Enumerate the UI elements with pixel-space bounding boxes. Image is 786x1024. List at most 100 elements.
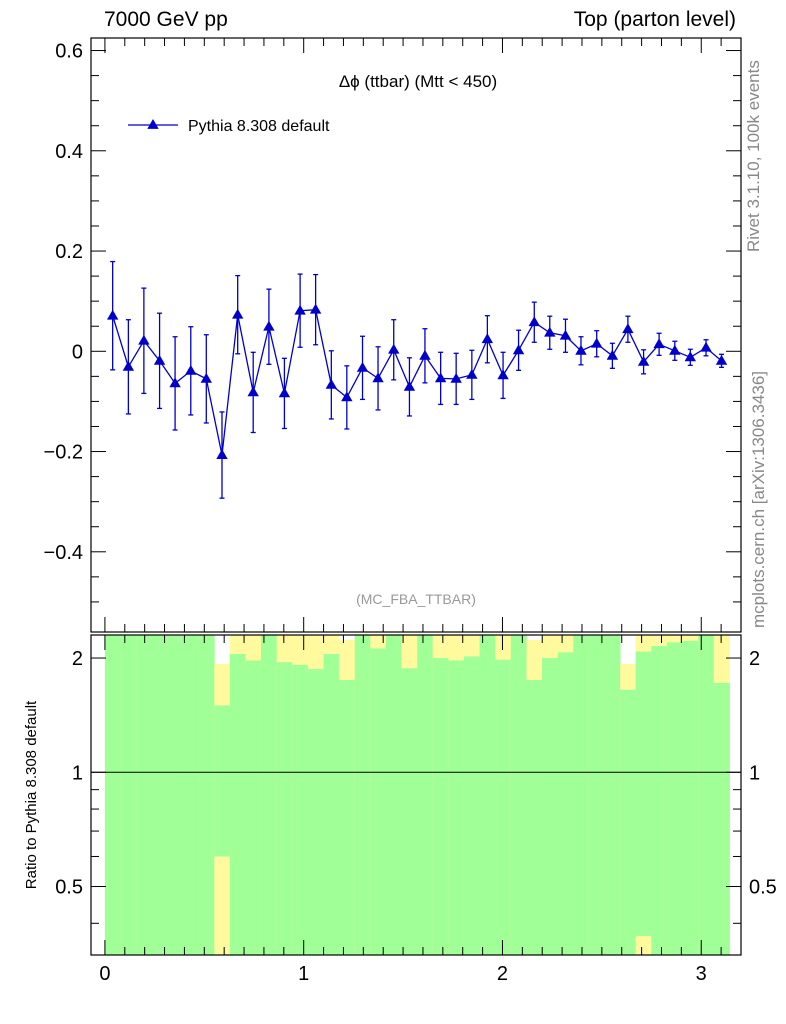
y-tick-label: 0.4 [55,141,83,163]
ratio-band-inner-bin [307,669,324,955]
x-tick-label: 0 [99,963,110,985]
data-point [185,364,197,375]
data-point [544,326,556,337]
ratio-band-inner-bin [354,635,371,955]
ratio-y-axis-label: Ratio to Pythia 8.308 default [23,700,40,889]
data-point [388,343,400,354]
data-point [528,316,540,327]
ratio-band-inner-bin [260,635,278,955]
ratio-band-inner-bin [620,689,637,955]
ratio-band-inner-bin [120,635,137,955]
ratio-band-inner-bin [448,660,465,955]
x-tick-label: 3 [696,963,707,985]
ratio-band-inner-bin [136,635,153,955]
data-point [231,308,244,319]
ratio-band-inner-bin [463,656,481,955]
ratio-band-inner-bin [682,640,699,955]
ratio-band-inner-bin [198,635,215,955]
ratio-band-inner-bin [401,668,418,955]
y-tick-label: 0.2 [55,241,83,263]
ratio-band-inner-bin [229,653,246,955]
ratio-band-inner-bin [713,682,730,955]
ratio-band-inner-bin [276,662,293,955]
ratio-band-inner-bin [104,635,122,955]
data-point [715,354,728,365]
data-point [169,377,181,388]
data-point [669,344,681,355]
y-tick-label: 0 [72,341,83,363]
ratio-band-inner-bin [557,652,574,955]
data-point [497,369,509,380]
ratio-band-inner-bin [573,635,590,955]
data-point [200,372,212,383]
ratio-band-inner-bin [666,642,683,955]
ratio-band-inner-bin [432,658,449,955]
data-point [138,334,150,345]
ratio-band-inner-bin [479,635,496,955]
data-point [466,368,478,379]
data-point [684,351,697,362]
ratio-band-inner-bin [417,635,434,955]
data-point [622,323,634,334]
plot-title: Δϕ (ttbar) (Mtt < 450) [339,72,497,91]
data-point [575,344,587,355]
ratio-band-inner-bin [510,635,527,955]
ratio-band-inner-bin [651,646,668,955]
data-point [356,361,369,372]
data-point [700,341,712,352]
ratio-band-inner-bin [167,635,184,955]
header-right: Top (parton level) [573,8,736,31]
data-point [434,372,447,383]
data-point [278,387,291,398]
legend-label: Pythia 8.308 default [188,118,330,135]
data-point [341,391,353,402]
ratio-band-inner-bin [698,635,715,955]
ratio-band-inner-bin [495,659,512,955]
header-left: 7000 GeV pp [104,8,228,31]
ratio-y-tick-label-right: 2 [749,648,760,670]
legend-marker [147,119,159,129]
ratio-y-tick-label-right: 0.5 [749,877,777,899]
data-point [153,354,166,365]
data-point [653,338,665,349]
ratio-band-inner-bin [245,660,262,955]
ratio-band-inner-bin [323,653,340,955]
ratio-band-inner-bin [604,635,621,955]
ratio-band-inner-bin [385,635,402,955]
data-point [559,329,572,340]
data-point [450,372,462,383]
data-point [263,320,275,331]
ratio-band-inner-bin [370,648,387,955]
ratio-band-inner-bin [635,651,652,937]
ratio-band-inner-bin [588,635,605,955]
data-point [512,344,525,355]
x-tick-label: 1 [298,963,309,985]
y-tick-label: −0.2 [44,442,83,464]
data-point [294,304,306,315]
rivet-version-label: Rivet 3.1.10, 100k events [744,60,763,252]
data-point [122,360,135,371]
data-point [372,372,384,383]
ratio-band-inner-bin [151,635,168,955]
main-plot-frame [90,37,742,633]
ratio-y-tick-label-right: 1 [749,762,760,784]
ratio-y-tick-label-left: 0.5 [55,877,83,899]
data-point [403,380,416,391]
ratio-band-inner-bin [183,635,199,955]
data-point [309,303,322,314]
mcplots-label: mcplots.cern.ch [arXiv:1306.3436] [749,370,768,628]
ratio-y-tick-label-left: 1 [72,762,83,784]
ratio-plot-frame [90,634,742,956]
data-point [216,449,228,459]
ratio-band-inner-bin [292,664,309,955]
data-point [637,355,650,366]
y-tick-label: 0.6 [55,41,83,63]
data-point [481,333,494,344]
x-tick-label: 2 [497,963,508,985]
ratio-band-inner-bin [214,705,231,857]
ratio-band-inner-bin [526,680,543,955]
data-point [606,349,619,360]
ratio-band-inner-bin [339,680,356,955]
data-point [590,337,603,348]
